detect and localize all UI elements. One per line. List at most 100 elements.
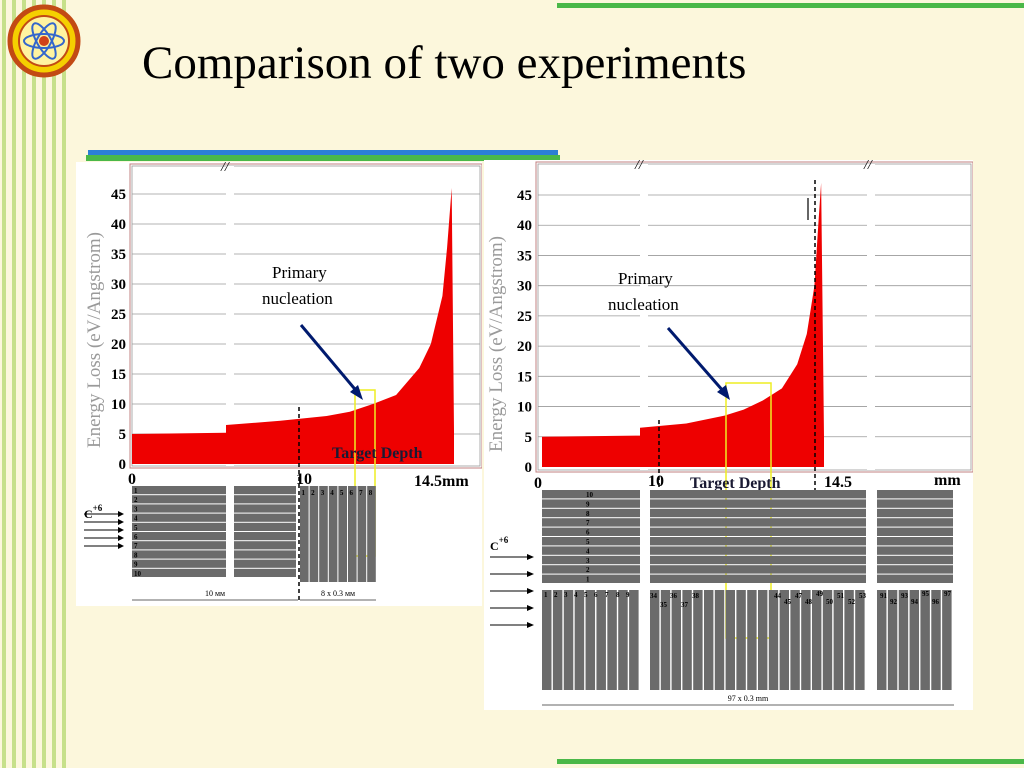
segment-column bbox=[855, 590, 865, 690]
segment-column bbox=[650, 590, 660, 690]
layer-label: 6 bbox=[586, 529, 590, 537]
layer-label: 3 bbox=[586, 557, 590, 565]
layer-label: 8 bbox=[586, 510, 590, 518]
layer-strip bbox=[234, 568, 296, 577]
segment-column bbox=[812, 590, 822, 690]
layer-strip bbox=[234, 522, 296, 531]
y-axis-label: Energy Loss (eV/Angstrom) bbox=[84, 232, 105, 448]
layer-strip bbox=[132, 513, 226, 522]
segment-label: 7 bbox=[605, 591, 609, 599]
layer-strip bbox=[234, 559, 296, 568]
segment-column bbox=[704, 590, 714, 690]
layer-strip bbox=[132, 541, 226, 550]
segment-label: 95 bbox=[922, 590, 930, 598]
segment-label: 44 bbox=[774, 592, 782, 600]
primary-nucleation-label: Primary nucleation bbox=[608, 269, 679, 314]
layer-strip bbox=[650, 499, 866, 508]
segment-column bbox=[309, 486, 319, 582]
segment-column bbox=[300, 486, 309, 582]
y-tick-label: 20 bbox=[517, 339, 532, 355]
segment-column bbox=[942, 590, 952, 690]
segment-column bbox=[822, 590, 833, 690]
y-tick-label: 20 bbox=[111, 337, 126, 353]
primary-nucleation-label: Primary nucleation bbox=[262, 263, 333, 308]
layer-strip bbox=[877, 527, 953, 536]
segment-column bbox=[585, 590, 596, 690]
segment-label: 94 bbox=[911, 598, 919, 606]
segment-column bbox=[758, 590, 768, 690]
segment-column bbox=[768, 590, 779, 690]
layer-strip bbox=[234, 504, 296, 513]
segment-column bbox=[357, 486, 367, 582]
segment-label: 53 bbox=[859, 592, 867, 600]
segment-column bbox=[682, 590, 692, 690]
top-accent-bar bbox=[557, 3, 1024, 8]
segment-column bbox=[607, 590, 617, 690]
layer-strip bbox=[877, 555, 953, 565]
segment-label: 5 bbox=[584, 591, 588, 599]
y-tick-label: 10 bbox=[517, 400, 532, 416]
x-unit: mm bbox=[934, 472, 961, 489]
segment-label: 91 bbox=[880, 592, 888, 600]
layer-strip bbox=[132, 559, 226, 568]
layer-strip bbox=[650, 574, 866, 583]
segment-column bbox=[801, 590, 811, 690]
segment-label: 45 bbox=[784, 598, 792, 606]
layer-strip bbox=[132, 504, 226, 513]
segment-column bbox=[596, 590, 606, 690]
right-experiment-panel: // // Energy Loss (eV/Angstrom) 45 40 35 30… bbox=[484, 158, 974, 710]
y-tick-label: 15 bbox=[111, 367, 126, 383]
layer-label: 4 bbox=[134, 515, 138, 523]
segment-column bbox=[574, 590, 585, 690]
y-tick-label: 40 bbox=[111, 217, 126, 233]
layer-strip bbox=[542, 537, 640, 546]
y-tick-label: 30 bbox=[517, 279, 532, 295]
segment-column bbox=[714, 590, 725, 690]
segment-label: 7 bbox=[359, 489, 363, 497]
x-tick-10: 10 bbox=[648, 473, 664, 490]
layer-strip bbox=[542, 508, 640, 518]
segment-column bbox=[736, 590, 746, 690]
segment-label: 2 bbox=[554, 591, 558, 599]
y-tick-label: 35 bbox=[111, 247, 126, 263]
segment-column bbox=[887, 590, 898, 690]
layer-strip bbox=[132, 532, 226, 541]
segment-column bbox=[747, 590, 757, 690]
layer-label: 5 bbox=[586, 538, 590, 546]
segment-label: 8 bbox=[369, 489, 373, 497]
y-tick-label: 30 bbox=[111, 277, 126, 293]
layer-strip bbox=[542, 574, 640, 583]
segment-column bbox=[844, 590, 854, 690]
beam-arrow-head bbox=[527, 622, 534, 628]
arrow-head bbox=[717, 385, 730, 400]
y-tick-label: 45 bbox=[111, 187, 126, 203]
segment-column bbox=[931, 590, 941, 690]
target-depth-label: Target Depth bbox=[690, 475, 781, 492]
slide-title: Comparison of two experiments bbox=[142, 37, 747, 89]
width-label-left: 10 мм bbox=[205, 589, 225, 598]
layer-strip bbox=[234, 495, 296, 504]
segment-label: 36 bbox=[670, 592, 678, 600]
layer-strip bbox=[234, 541, 296, 550]
y-tick-label: 0 bbox=[525, 460, 533, 476]
segment-label: 50 bbox=[826, 598, 834, 606]
left-chart: // Energy Loss (eV/Angstrom) 45403530252… bbox=[84, 160, 483, 602]
beam-arrow-head bbox=[527, 605, 534, 611]
segment-label: 6 bbox=[350, 489, 354, 497]
segment-column bbox=[693, 590, 703, 690]
segment-column bbox=[552, 590, 563, 690]
nucleation-arrow bbox=[299, 324, 361, 395]
layer-label: 7 bbox=[134, 542, 138, 550]
layer-label: 4 bbox=[586, 547, 590, 555]
y-tick-label: 35 bbox=[517, 248, 532, 264]
segment-column bbox=[338, 486, 347, 582]
layer-strip bbox=[650, 508, 866, 518]
layer-strip bbox=[877, 537, 953, 546]
layer-strip bbox=[234, 486, 296, 495]
beam-arrow-head bbox=[118, 543, 124, 549]
segment-label: 37 bbox=[681, 601, 689, 609]
segment-label: 2 bbox=[311, 489, 315, 497]
layer-label: 7 bbox=[586, 519, 590, 527]
layer-label: 9 bbox=[134, 561, 138, 569]
layer-strip bbox=[132, 486, 226, 495]
